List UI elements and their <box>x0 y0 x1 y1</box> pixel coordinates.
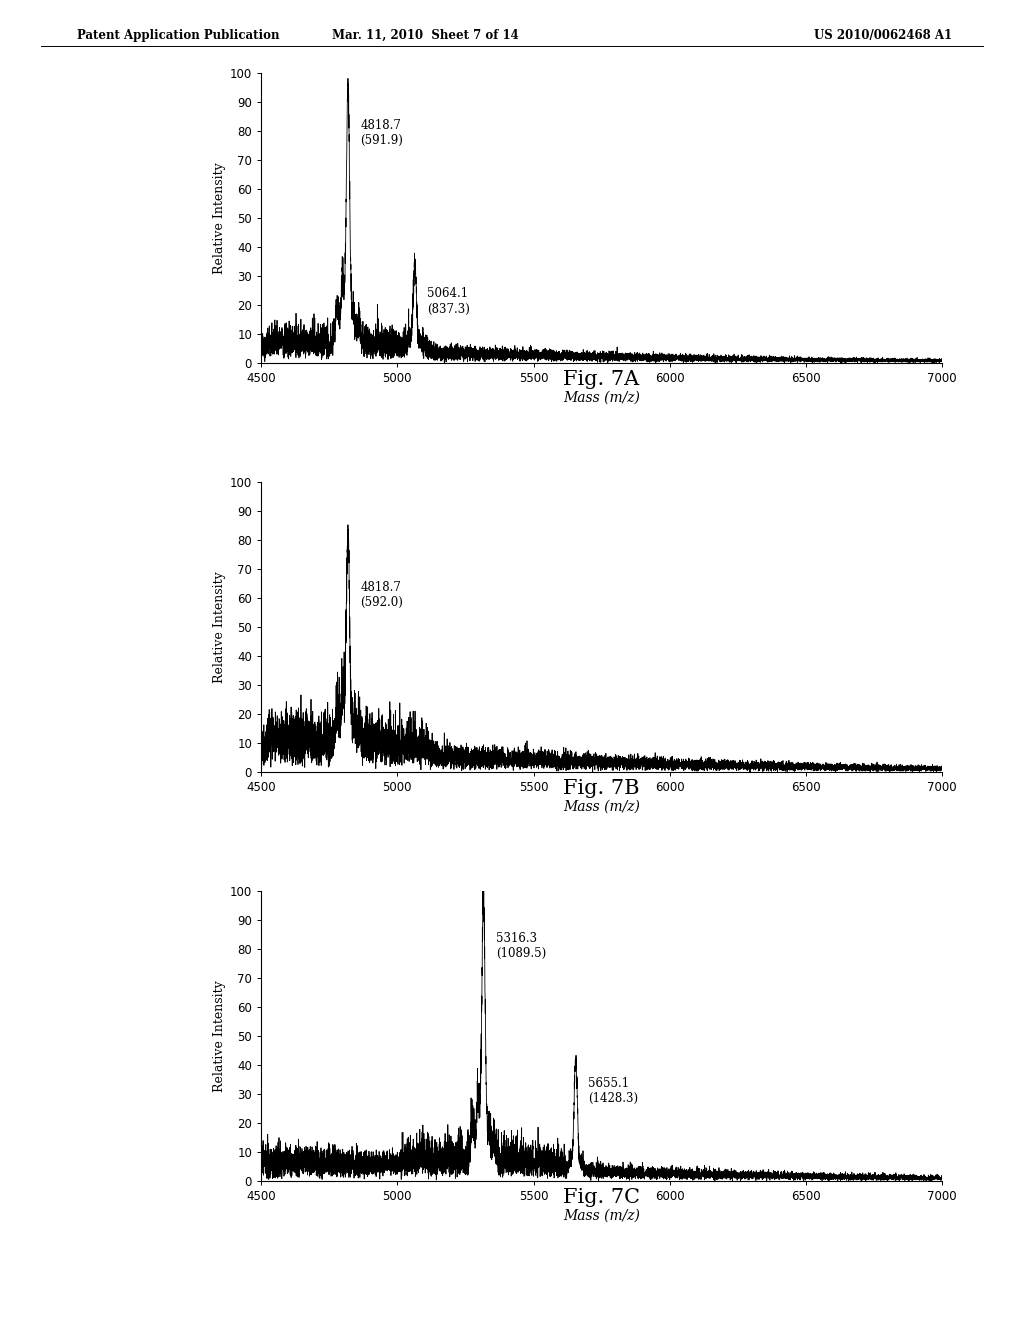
Text: Patent Application Publication: Patent Application Publication <box>77 29 280 42</box>
Text: Fig. 7B: Fig. 7B <box>563 779 640 797</box>
Text: 4818.7
(592.0): 4818.7 (592.0) <box>360 581 403 609</box>
Text: 5316.3
(1089.5): 5316.3 (1089.5) <box>496 932 546 960</box>
Y-axis label: Relative Intensity: Relative Intensity <box>213 981 225 1092</box>
Text: Fig. 7A: Fig. 7A <box>563 370 640 388</box>
Y-axis label: Relative Intensity: Relative Intensity <box>213 572 225 682</box>
X-axis label: Mass (m/z): Mass (m/z) <box>563 1209 640 1224</box>
Text: US 2010/0062468 A1: US 2010/0062468 A1 <box>814 29 952 42</box>
Text: Mar. 11, 2010  Sheet 7 of 14: Mar. 11, 2010 Sheet 7 of 14 <box>332 29 518 42</box>
X-axis label: Mass (m/z): Mass (m/z) <box>563 391 640 405</box>
Y-axis label: Relative Intensity: Relative Intensity <box>213 162 225 273</box>
Text: 4818.7
(591.9): 4818.7 (591.9) <box>360 119 403 147</box>
Text: Fig. 7C: Fig. 7C <box>563 1188 640 1206</box>
Text: 5655.1
(1428.3): 5655.1 (1428.3) <box>588 1077 638 1105</box>
Text: 5064.1
(837.3): 5064.1 (837.3) <box>427 288 470 315</box>
X-axis label: Mass (m/z): Mass (m/z) <box>563 800 640 814</box>
